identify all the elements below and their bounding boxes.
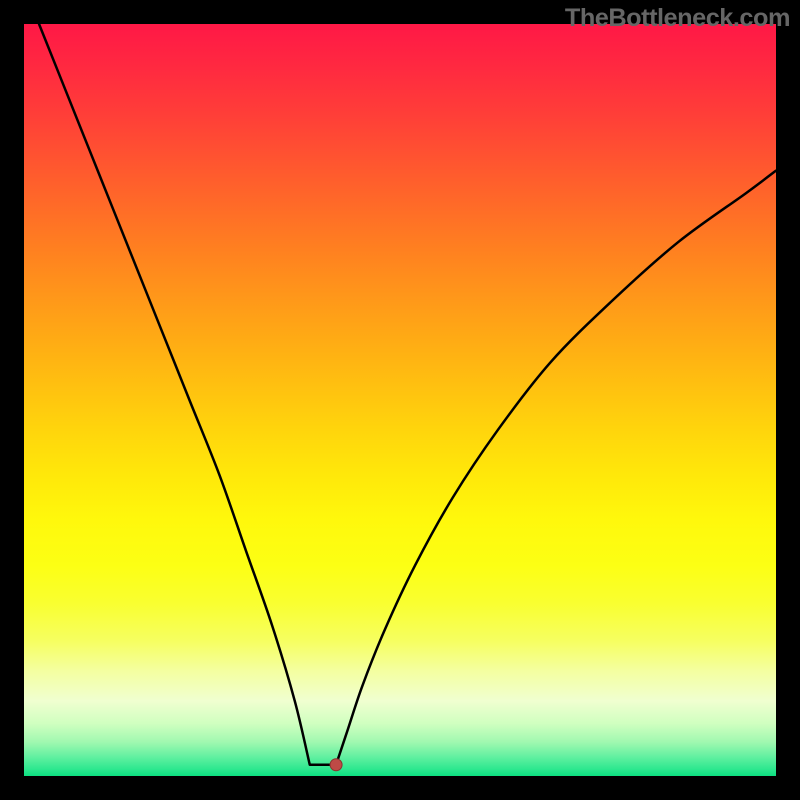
optimal-point-marker [330, 759, 342, 771]
chart-container: TheBottleneck.com [0, 0, 800, 800]
plot-area [24, 24, 776, 776]
bottleneck-chart [0, 0, 800, 800]
